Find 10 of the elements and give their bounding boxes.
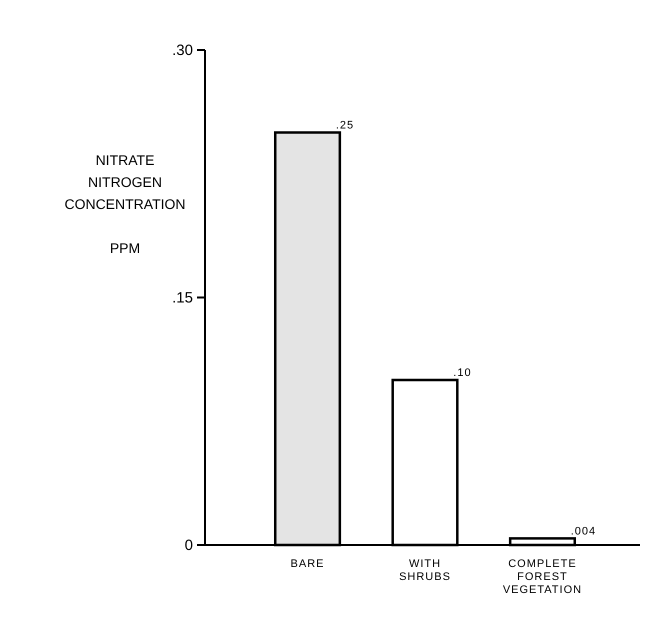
y-tick-label: .15 [172, 290, 193, 306]
x-tick-label: WITH SHRUBS [399, 558, 451, 583]
data-label: .004 [570, 525, 596, 538]
x-tick-label: BARE [290, 558, 325, 570]
data-label: .25 [336, 120, 354, 132]
data-label: .10 [453, 367, 472, 379]
y-tick-label: 0 [184, 537, 193, 554]
text: NITRATE NITROGEN CONCENTRATION PPM [64, 152, 186, 256]
y-tick-label: .30 [172, 42, 193, 59]
x-tick-label: COMPLETE FOREST VEGETATION [502, 558, 582, 596]
